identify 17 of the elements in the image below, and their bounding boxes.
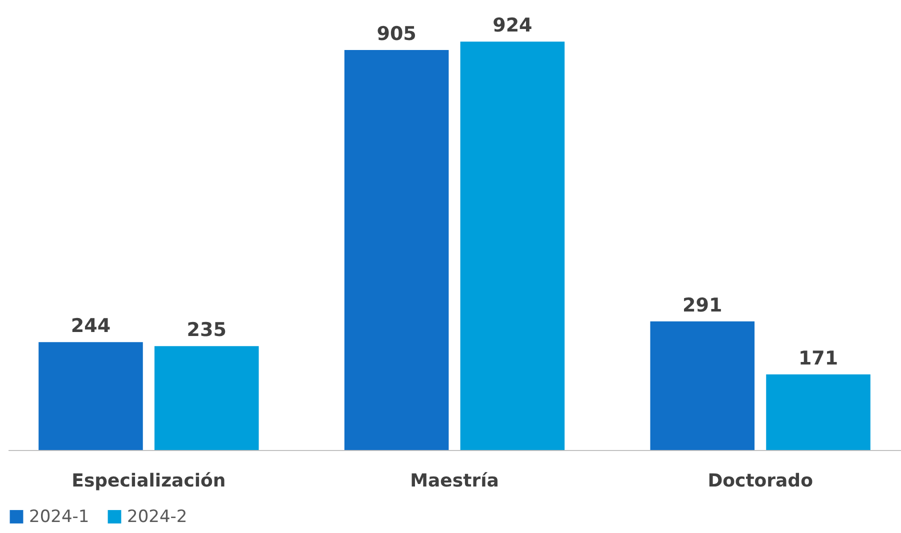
- data-label: 244: [70, 315, 111, 338]
- bar: [650, 321, 755, 450]
- legend-label: 2024-1: [29, 506, 90, 527]
- bar: [38, 342, 143, 450]
- data-label: 905: [376, 22, 416, 45]
- data-label: 171: [798, 347, 838, 370]
- legend-label: 2024-2: [127, 506, 188, 527]
- bar: [460, 42, 565, 450]
- data-label: 291: [682, 294, 722, 316]
- data-label: 235: [186, 319, 226, 342]
- x-tick-label: Especialización: [72, 470, 226, 492]
- x-tick-label: Doctorado: [708, 470, 813, 492]
- data-label: 924: [492, 14, 532, 37]
- bar: [154, 346, 259, 450]
- bar: [344, 50, 449, 450]
- x-tick-label: Maestría: [410, 470, 499, 492]
- bar: [766, 374, 870, 450]
